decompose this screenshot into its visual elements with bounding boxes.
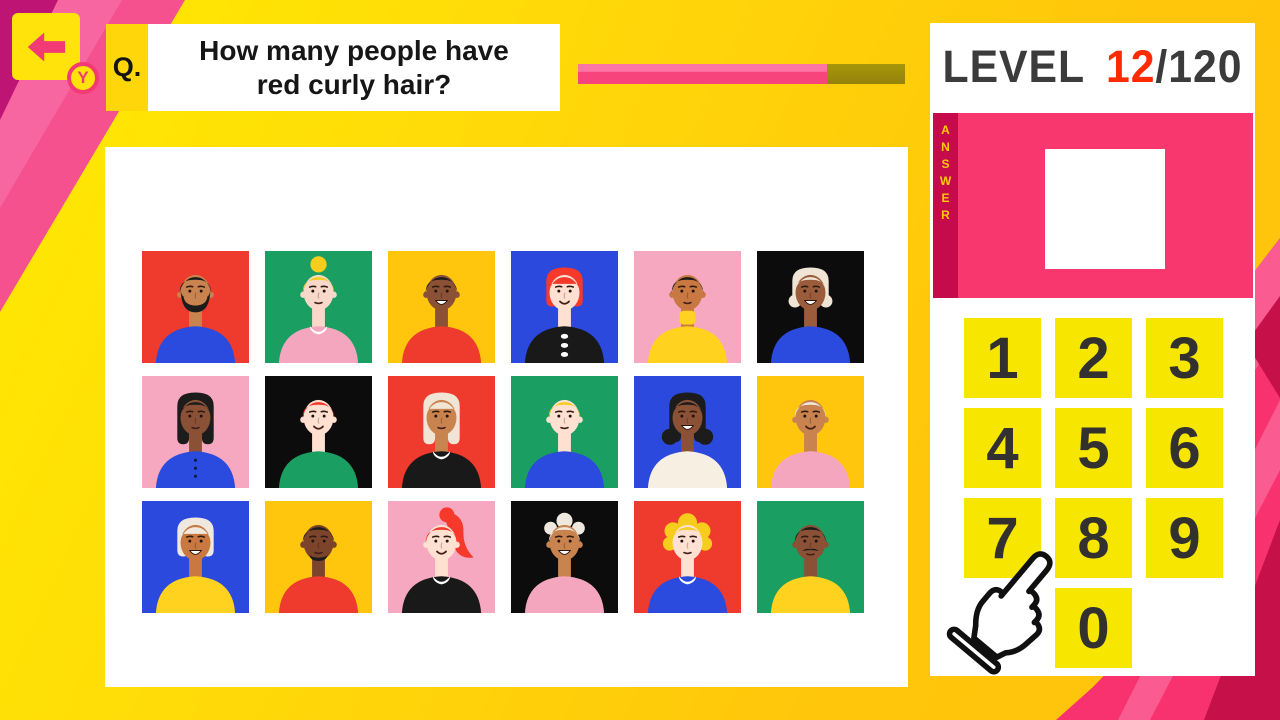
level-current: 12 — [1105, 40, 1156, 92]
person-tile-r3c1 — [142, 501, 249, 613]
timer-progress-fill — [578, 64, 827, 84]
numpad-key-4[interactable]: 4 — [964, 408, 1041, 488]
hand-cursor-icon — [946, 551, 1053, 675]
person-tile-r2c5 — [634, 376, 741, 488]
person-tile-r3c2 — [265, 501, 372, 613]
person-tile-r1c4 — [511, 251, 618, 363]
level-indicator: LEVEL 12/120 — [938, 23, 1247, 110]
question-line-1: How many people have — [199, 34, 509, 66]
person-tile-r2c3 — [388, 376, 495, 488]
person-tile-r2c1 — [142, 376, 249, 488]
numpad-key-6[interactable]: 6 — [1146, 408, 1223, 488]
puzzle-panel — [105, 147, 908, 687]
numpad-key-8[interactable]: 8 — [1055, 498, 1132, 578]
answer-label: ANSWER — [933, 113, 958, 298]
person-tile-r1c5 — [634, 251, 741, 363]
timer-progress-bar — [578, 64, 905, 84]
question-prefix-box: Q. — [106, 24, 148, 111]
people-grid — [142, 251, 864, 613]
gamepad-y-label: Y — [77, 68, 89, 87]
level-separator: / — [1155, 40, 1169, 92]
numpad-key-5[interactable]: 5 — [1055, 408, 1132, 488]
level-label: LEVEL — [942, 40, 1086, 92]
level-total: 120 — [1168, 40, 1243, 92]
person-tile-r2c4 — [511, 376, 618, 488]
gamepad-y-badge: Y — [67, 62, 99, 94]
numpad-key-1[interactable]: 1 — [964, 318, 1041, 398]
numpad-key-9[interactable]: 9 — [1146, 498, 1223, 578]
person-tile-r1c3 — [388, 251, 495, 363]
numpad-key-3[interactable]: 3 — [1146, 318, 1223, 398]
question-box: How many people have red curly hair? — [148, 24, 560, 111]
person-tile-r2c2 — [265, 376, 372, 488]
person-tile-r2c6 — [757, 376, 864, 488]
person-tile-r3c5 — [634, 501, 741, 613]
back-arrow-icon — [27, 31, 66, 62]
numpad-key-0[interactable]: 0 — [1055, 588, 1132, 668]
answer-panel: ANSWER — [933, 113, 1253, 298]
person-tile-r1c2 — [265, 251, 372, 363]
answer-value-box — [1045, 149, 1165, 269]
person-tile-r1c1 — [142, 251, 249, 363]
person-tile-r3c6 — [757, 501, 864, 613]
person-tile-r1c6 — [757, 251, 864, 363]
question-line-2: red curly hair? — [256, 68, 452, 100]
question-prefix: Q. — [112, 52, 142, 82]
person-tile-r3c4 — [511, 501, 618, 613]
person-tile-r3c3 — [388, 501, 495, 613]
numpad-key-2[interactable]: 2 — [1055, 318, 1132, 398]
